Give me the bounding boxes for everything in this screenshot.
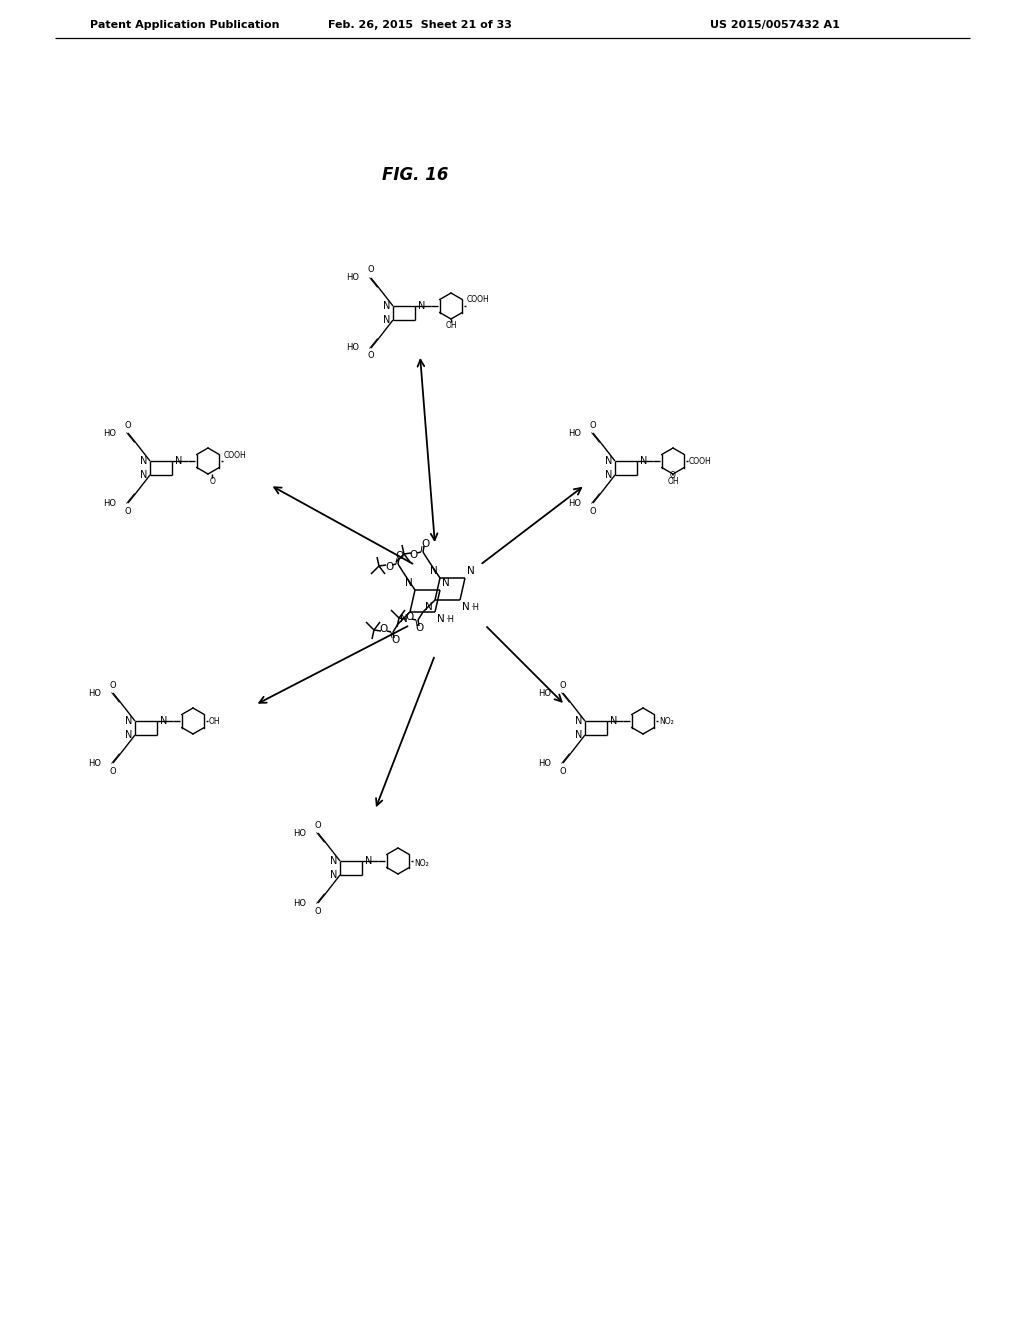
- Text: OH: OH: [445, 321, 457, 330]
- Text: NO₂: NO₂: [414, 858, 429, 867]
- Text: HO: HO: [346, 273, 359, 282]
- Text: O: O: [368, 351, 375, 360]
- Text: HO: HO: [293, 899, 306, 908]
- Text: N: N: [400, 614, 408, 624]
- Text: N: N: [574, 730, 582, 741]
- Text: HO: HO: [568, 499, 581, 507]
- Text: COOH: COOH: [467, 296, 489, 305]
- Text: O: O: [590, 421, 596, 429]
- Text: O: O: [380, 624, 388, 634]
- Text: O: O: [590, 507, 596, 516]
- Text: O: O: [110, 767, 117, 776]
- Text: US 2015/0057432 A1: US 2015/0057432 A1: [710, 20, 840, 30]
- Text: HO: HO: [103, 429, 116, 437]
- Text: HO: HO: [88, 759, 101, 767]
- Text: O: O: [314, 821, 322, 829]
- Text: N: N: [610, 715, 617, 726]
- Text: O: O: [410, 550, 418, 560]
- Text: COOH: COOH: [689, 457, 712, 466]
- Text: N: N: [125, 730, 132, 741]
- Text: N: N: [574, 715, 582, 726]
- Text: N: N: [604, 470, 612, 480]
- Text: N: N: [383, 315, 390, 325]
- Text: N: N: [383, 301, 390, 312]
- Text: HO: HO: [103, 499, 116, 507]
- Text: N: N: [330, 855, 337, 866]
- Text: O: O: [314, 907, 322, 916]
- Text: ·H: ·H: [445, 615, 454, 624]
- Text: O: O: [385, 562, 393, 572]
- Text: N: N: [467, 566, 475, 576]
- Text: OH: OH: [668, 477, 679, 486]
- Text: HO: HO: [568, 429, 581, 437]
- Text: O: O: [416, 623, 424, 634]
- Text: O: O: [110, 681, 117, 689]
- Text: N: N: [365, 855, 373, 866]
- Text: N: N: [125, 715, 132, 726]
- Text: N: N: [640, 455, 647, 466]
- Text: O: O: [391, 635, 399, 645]
- Text: N: N: [462, 602, 470, 612]
- Text: Patent Application Publication: Patent Application Publication: [90, 20, 280, 30]
- Text: O: O: [125, 507, 131, 516]
- Text: HO: HO: [538, 689, 551, 697]
- Text: N: N: [418, 301, 425, 312]
- Text: O: O: [404, 612, 413, 622]
- Text: OH: OH: [209, 717, 220, 726]
- Text: N: N: [139, 470, 147, 480]
- Text: HO: HO: [293, 829, 306, 837]
- Text: O: O: [560, 681, 566, 689]
- Text: COOH: COOH: [224, 451, 247, 461]
- Text: N: N: [425, 602, 433, 612]
- Text: FIG. 16: FIG. 16: [382, 166, 449, 183]
- Text: N: N: [430, 566, 438, 576]
- Text: N: N: [604, 455, 612, 466]
- Text: ·H: ·H: [470, 603, 479, 612]
- Text: HO: HO: [88, 689, 101, 697]
- Text: N: N: [437, 614, 444, 624]
- Text: N: N: [160, 715, 167, 726]
- Text: HO: HO: [346, 343, 359, 352]
- Text: HO: HO: [538, 759, 551, 767]
- Text: N: N: [139, 455, 147, 466]
- Text: N: N: [330, 870, 337, 880]
- Text: O: O: [560, 767, 566, 776]
- Text: O: O: [670, 471, 676, 480]
- Text: N: N: [175, 455, 182, 466]
- Text: N: N: [442, 578, 450, 587]
- Text: Feb. 26, 2015  Sheet 21 of 33: Feb. 26, 2015 Sheet 21 of 33: [328, 20, 512, 30]
- Text: O: O: [210, 477, 216, 486]
- Text: O: O: [368, 265, 375, 275]
- Text: NO₂: NO₂: [659, 717, 674, 726]
- Text: O: O: [125, 421, 131, 429]
- Text: O: O: [396, 550, 404, 561]
- Text: O: O: [421, 539, 429, 549]
- Text: N: N: [406, 578, 413, 587]
